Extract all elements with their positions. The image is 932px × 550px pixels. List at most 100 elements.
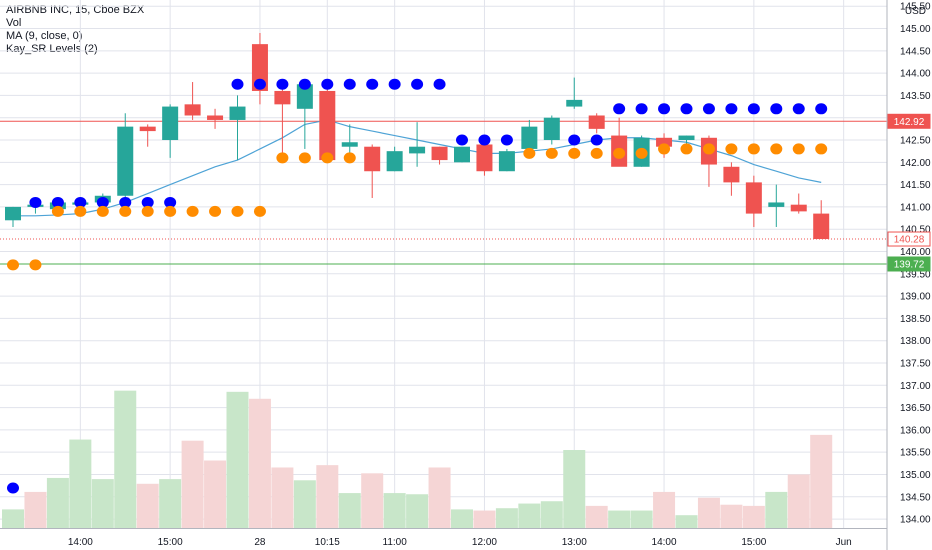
x-tick-label: 14:00: [68, 537, 93, 548]
x-tick-label: 14:00: [652, 537, 677, 548]
indicator-kay-sr[interactable]: Kay_SR Levels (2): [6, 43, 98, 55]
y-tick-label: 138.50: [900, 314, 931, 325]
volume-bar: [585, 505, 608, 528]
price-label: 139.72: [894, 259, 925, 270]
sr-support-dot: [253, 205, 266, 217]
y-tick-label: 138.00: [900, 336, 931, 347]
price-label-box: [887, 113, 931, 129]
volume-bar: [91, 479, 114, 528]
sr-resistance-dot: [747, 103, 760, 115]
sr-support-dot: [702, 143, 715, 155]
candle-body: [296, 84, 313, 109]
y-tick-label: 139.50: [900, 269, 931, 280]
level-lines: [0, 120, 887, 265]
sr-support-dot: [792, 143, 805, 155]
sr-resistance-dot: [500, 134, 513, 146]
y-tick-label: 144.50: [900, 46, 931, 57]
sr-support-dot: [51, 205, 64, 217]
price-label: 140.28: [894, 235, 925, 246]
sr-resistance-dot: [815, 103, 828, 115]
candle-body: [588, 115, 605, 129]
price-label: 142.92: [894, 117, 925, 128]
y-tick-label: 140.50: [900, 225, 931, 236]
sr-support-dot: [635, 147, 648, 159]
x-tick-label: Jun: [836, 537, 852, 548]
sr-support-dot: [770, 143, 783, 155]
x-tick-label: 13:00: [562, 537, 587, 548]
candle-body: [813, 213, 830, 240]
indicator-vol[interactable]: Vol: [6, 17, 22, 29]
candle-body: [745, 182, 762, 214]
sr-resistance-dot: [590, 134, 603, 146]
volume-bar: [697, 497, 720, 528]
sr-support-dot: [658, 143, 671, 155]
volume-bar: [226, 391, 249, 528]
volume-bar: [204, 460, 227, 528]
indicator-ma[interactable]: MA (9, close, 0): [6, 30, 83, 42]
sr-resistance-dot: [164, 196, 177, 208]
sr-resistance-dot: [658, 103, 671, 115]
candles: [5, 32, 830, 240]
y-tick-label: 142.00: [900, 158, 931, 169]
volume-bars: [2, 390, 833, 528]
y-tick-label: 141.00: [900, 202, 931, 213]
sr-dots: [7, 78, 828, 494]
volume-bar: [338, 493, 361, 528]
volume-bar: [181, 440, 204, 528]
sr-resistance-dot: [321, 78, 334, 90]
sr-resistance-dot: [702, 103, 715, 115]
volume-bar: [159, 479, 182, 528]
candle-body: [117, 126, 134, 196]
sr-resistance-dot: [388, 78, 401, 90]
sr-volume-dot: [7, 482, 19, 494]
volume-bar: [675, 515, 698, 528]
volume-bar: [316, 465, 339, 528]
volume-bar: [69, 439, 92, 528]
sr-support-dot: [747, 143, 760, 155]
candle-body: [139, 126, 156, 132]
volume-bar: [451, 509, 473, 528]
volume-bar: [720, 504, 743, 528]
symbol-title: AIRBNB INC, 15, Cboe BZX: [6, 4, 145, 16]
sr-support-dot: [298, 152, 311, 164]
volume-bar: [653, 491, 676, 528]
candle-body: [341, 142, 358, 147]
sr-support-dot: [321, 152, 334, 164]
sr-resistance-dot: [456, 134, 468, 146]
sr-support-dot: [545, 147, 558, 159]
candle-body: [521, 126, 538, 149]
sr-resistance-dot: [298, 78, 311, 90]
sr-support-dot: [96, 205, 109, 217]
candle-body: [656, 137, 673, 147]
sr-resistance-dot: [770, 103, 783, 115]
sr-resistance-dot: [96, 196, 109, 208]
candle-body: [364, 146, 381, 172]
sr-support-dot: [74, 205, 87, 217]
volume-bar: [563, 450, 586, 528]
y-tick-label: 140.00: [900, 247, 931, 258]
candle-body: [162, 106, 179, 141]
sr-resistance-dot: [568, 134, 581, 146]
volume-bar: [518, 503, 541, 528]
volume-bar: [24, 491, 47, 528]
sr-support-dot: [29, 259, 42, 271]
candle-body: [274, 90, 291, 105]
volume-bar: [293, 480, 316, 528]
y-tick-label: 137.50: [900, 358, 931, 369]
volume-bar: [361, 473, 384, 528]
candle-body: [498, 151, 515, 172]
x-tick-label: 11:00: [383, 537, 408, 548]
sr-resistance-dot: [792, 103, 805, 115]
y-tick-label: 135.00: [900, 470, 931, 481]
candle-body: [768, 202, 785, 207]
candle-body: [229, 106, 246, 120]
chart-legend: AIRBNB INC, 15, Cboe BZX Vol MA (9, clos…: [6, 4, 144, 56]
sr-support-dot: [680, 143, 693, 155]
sr-resistance-dot: [29, 196, 42, 208]
sr-support-dot: [815, 143, 828, 155]
x-tick-label: 12:00: [472, 537, 497, 548]
sr-support-dot: [186, 205, 199, 217]
sr-resistance-dot: [411, 78, 424, 90]
candle-body: [184, 104, 201, 116]
